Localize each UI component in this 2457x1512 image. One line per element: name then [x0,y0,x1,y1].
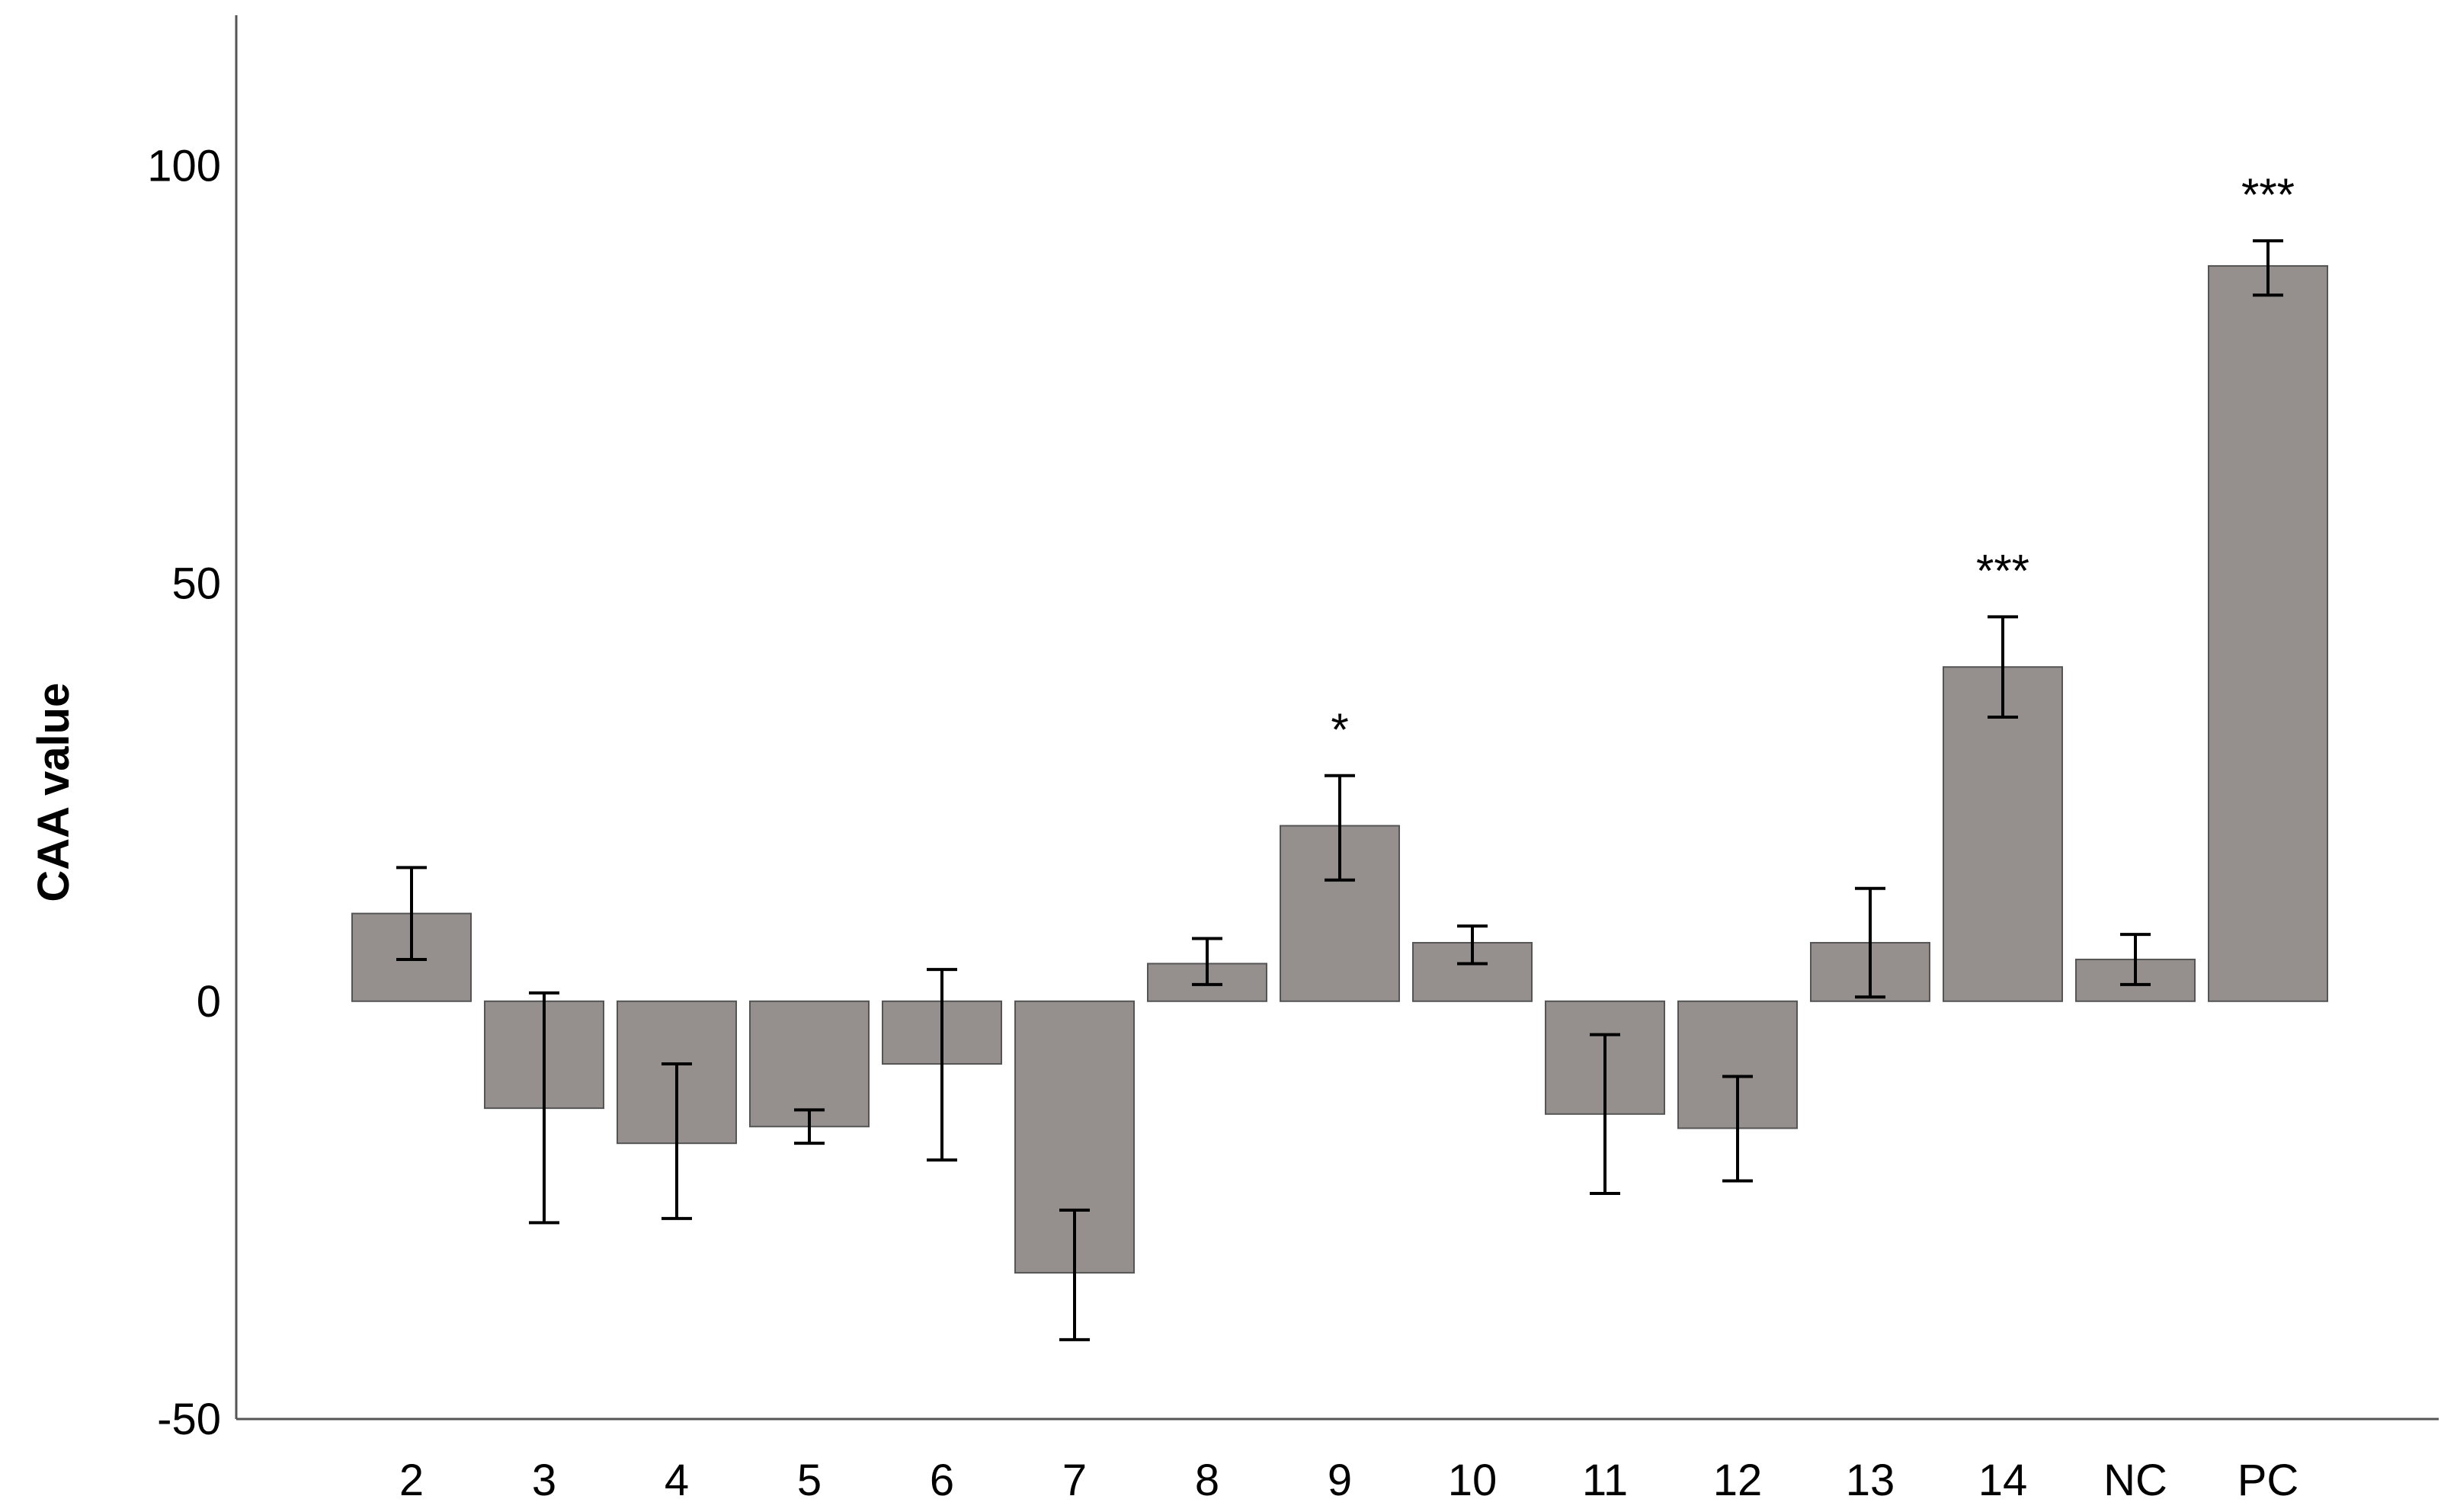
x-tick-label: PC [2238,1456,2299,1505]
x-tick-label: 2 [399,1456,424,1505]
x-tick-label: NC [2103,1456,2167,1505]
bar [1943,666,2063,1002]
x-tick-label: 7 [1062,1456,1087,1505]
x-tick-label: 13 [1846,1456,1895,1505]
x-tick-label: 4 [665,1456,689,1505]
bar [2208,264,2328,1002]
x-tick-label: 12 [1713,1456,1763,1505]
significance-label: *** [2241,169,2295,220]
x-tick-label: 6 [930,1456,954,1505]
x-tick-label: 9 [1328,1456,1352,1505]
y-tick-label: 0 [197,977,221,1027]
labels-layer: -50 0 50 100 CAA value 2 3 4 5 6 7 8 9 10 11 12 13 14 NC PC… [29,141,2298,1505]
y-axis-title: CAA value [29,683,78,902]
x-tick-label: 5 [797,1456,822,1505]
axes-layer [235,15,2439,1421]
bar [749,1000,870,1128]
y-tick-label: -50 [157,1395,221,1444]
significance-label: * [1331,704,1348,755]
y-tick-label: 100 [147,141,221,191]
x-tick-label: 11 [1582,1456,1628,1505]
x-tick-label: 3 [532,1456,556,1505]
x-tick-label: 8 [1195,1456,1219,1505]
x-tick-label: 10 [1448,1456,1498,1505]
significance-label: *** [1976,545,2029,596]
x-tick-label: 14 [1978,1456,2028,1505]
bars-layer [351,264,2328,1274]
y-tick-label: 50 [171,559,221,609]
error-bars-layer [396,239,2283,1341]
